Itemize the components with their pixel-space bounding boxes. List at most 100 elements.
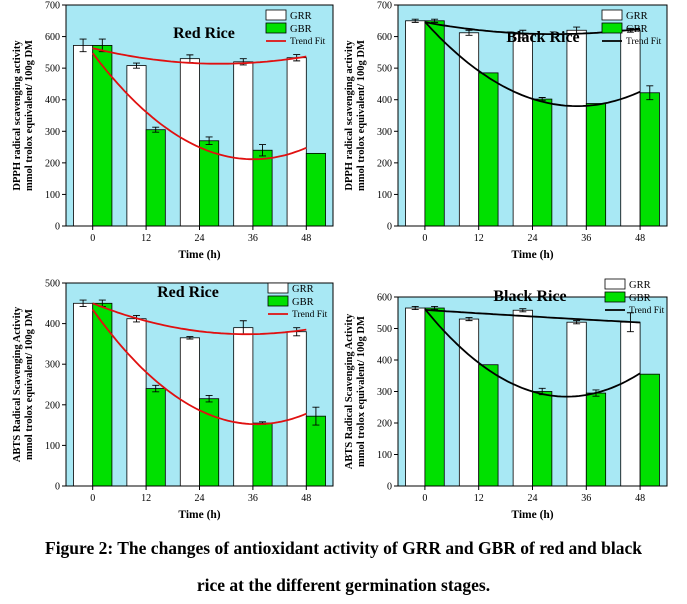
bar-gbr: [424, 307, 445, 487]
trend-fit-line: [424, 309, 641, 324]
bar-gbr: [478, 72, 499, 227]
legend: GRR GBR Trend Fit: [265, 9, 326, 47]
y-tick-label: 400: [45, 319, 60, 330]
chart-title: Black Rice: [493, 288, 566, 305]
trend-fit-line: [91, 309, 307, 426]
y-axis-label-line-2: mmol trolox equivalent/ 100g DM: [356, 40, 367, 191]
y-tick-label: 200: [377, 158, 392, 169]
bar-gbr: [145, 129, 166, 227]
legend-swatch-grr: [265, 9, 287, 21]
error-bar-gbr: [205, 136, 213, 145]
y-axis-label-line-2: mmol trolox equivalent/ 100g DM: [24, 309, 35, 460]
legend-label-gbr: GBR: [290, 24, 312, 35]
legend-label-gbr: GBR: [626, 24, 648, 35]
bar-gbr: [585, 392, 607, 487]
chart-title: Black Rice: [506, 29, 579, 46]
x-tick-label: 0: [422, 233, 427, 244]
bar-grr: [73, 45, 94, 227]
y-tick-label: 400: [377, 356, 392, 367]
y-tick-label: 700: [45, 1, 60, 12]
legend-label-grr: GRR: [290, 11, 312, 22]
y-tick-label: 100: [377, 190, 392, 201]
y-tick-label: 300: [377, 127, 392, 138]
legend-label-grr: GRR: [626, 11, 648, 22]
x-tick-label: 12: [141, 493, 151, 504]
error-bar-grr: [411, 18, 419, 23]
bar-grr: [233, 327, 254, 487]
bar-gbr: [305, 415, 326, 487]
y-tick-label: 700: [377, 1, 392, 12]
x-axis-label: Time (h): [178, 249, 220, 261]
legend-swatch-grr: [601, 9, 623, 21]
y-tick-label: 500: [377, 324, 392, 335]
bar-grr: [620, 29, 641, 227]
error-bar-grr: [79, 38, 87, 53]
legend: GRR GBR Trend Fit: [601, 9, 662, 47]
x-tick-label: 36: [248, 233, 258, 244]
chart-abts-red: 0 100 200 300 400 500 0 12 24 36 48 Time (h) ABTS Ra…: [12, 279, 334, 521]
error-bar-gbr: [205, 395, 213, 403]
y-tick-label: 500: [45, 279, 60, 290]
error-bar-gbr: [431, 18, 439, 23]
legend-swatch-grr: [267, 282, 289, 294]
y-tick-label: 0: [387, 222, 392, 233]
x-tick-label: 0: [422, 493, 427, 504]
bar-gbr: [424, 20, 445, 227]
legend-label-trend: Trend Fit: [292, 310, 328, 320]
trend-fit-line: [424, 21, 641, 107]
chart-title: Red Rice: [173, 25, 235, 42]
y-tick-label: 100: [377, 450, 392, 461]
bar-gbr: [532, 391, 553, 487]
y-axis-label-line-2: mmol trolox equivalent/ 100g DM: [24, 40, 35, 191]
x-tick-label: 36: [248, 493, 258, 504]
bar-grr: [233, 61, 254, 227]
error-bar-grr: [411, 306, 419, 311]
error-bar-grr: [465, 29, 473, 36]
legend-swatch-gbr: [601, 22, 623, 34]
error-bar-grr: [519, 308, 527, 313]
y-tick-label: 100: [45, 441, 60, 452]
legend-swatch-gbr: [267, 295, 289, 307]
chart-abts-black: 0 100 200 300 400 500 600 0 12 24 36 48 Time (h) ABTS…: [344, 278, 668, 521]
y-tick-label: 200: [45, 400, 60, 411]
x-tick-label: 36: [581, 493, 591, 504]
y-tick-label: 400: [45, 95, 60, 106]
error-bar-grr: [186, 336, 194, 340]
chart-dpph-black: 0 100 200 300 400 500 600 700 0 12 24 36 48 Time (h) D…: [344, 1, 668, 261]
y-tick-label: 0: [55, 482, 60, 493]
x-tick-label: 0: [90, 233, 95, 244]
caption-line-1: Figure 2: The changes of antioxidant act…: [45, 538, 642, 558]
bar-grr: [286, 331, 307, 487]
x-tick-label: 48: [301, 493, 311, 504]
bar-gbr: [305, 152, 326, 227]
y-tick-label: 100: [45, 190, 60, 201]
legend-label-trend: Trend Fit: [629, 306, 665, 316]
bar-grr: [512, 309, 533, 487]
bar-gbr: [639, 92, 660, 227]
legend-label-trend: Trend Fit: [290, 37, 326, 47]
trend-fit-line: [92, 47, 307, 65]
legend-swatch-gbr: [265, 22, 287, 34]
error-bar-grr: [465, 317, 473, 322]
x-tick-label: 36: [581, 233, 591, 244]
bar-grr: [405, 307, 426, 487]
bar-grr: [73, 302, 94, 487]
error-bar-grr: [573, 320, 581, 325]
y-axis-label-line-1: DPPH radical scavenging activity: [12, 40, 23, 191]
legend-swatch-grr: [604, 278, 626, 290]
y-tick-label: 500: [377, 64, 392, 75]
x-axis-label: Time (h): [178, 509, 220, 521]
error-bar-gbr: [152, 126, 160, 133]
y-axis-label-line-1: ABTS Radical Scavenging Activity: [344, 313, 355, 469]
bar-grr: [286, 57, 307, 227]
error-bar-gbr: [312, 406, 320, 426]
x-tick-label: 12: [141, 233, 151, 244]
y-tick-label: 600: [45, 32, 60, 43]
bar-gbr: [478, 364, 499, 487]
y-axis-label-line-2: mmol trolox equivalent/ 100g DM: [356, 316, 367, 467]
y-tick-label: 600: [377, 293, 392, 304]
x-tick-label: 48: [635, 493, 645, 504]
bar-grr: [405, 20, 426, 227]
y-tick-label: 200: [377, 419, 392, 430]
y-tick-label: 0: [387, 482, 392, 493]
